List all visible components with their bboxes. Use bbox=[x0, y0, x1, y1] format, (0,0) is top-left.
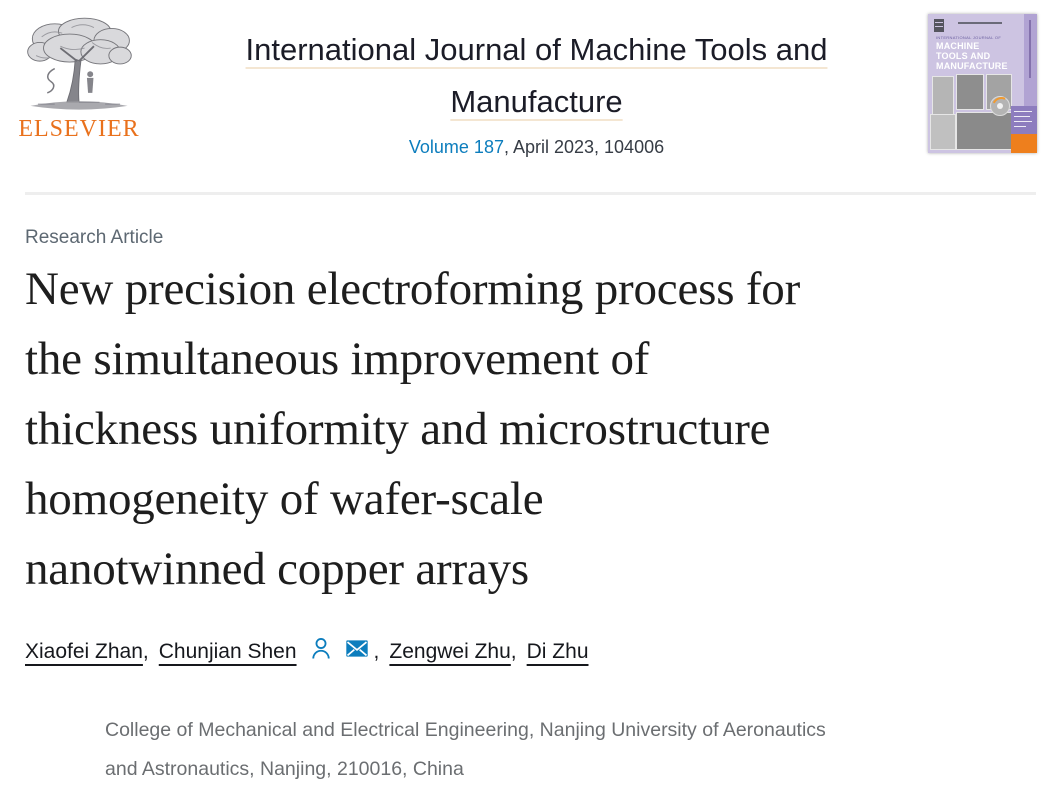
author-link[interactable]: Chunjian Shen bbox=[158, 639, 297, 663]
elsevier-logo-link[interactable]: ELSEVIER bbox=[18, 12, 140, 143]
correspondence-email-button[interactable] bbox=[345, 639, 369, 664]
elsevier-tree-icon bbox=[18, 12, 140, 114]
person-icon bbox=[311, 636, 331, 667]
header-divider bbox=[25, 192, 1036, 195]
article-title: New precision electroforming process for… bbox=[25, 263, 801, 595]
cover-header-textbar bbox=[958, 22, 1002, 24]
journal-title-line-1: International Journal of Machine Tools a… bbox=[245, 32, 828, 67]
cover-elsevier-mini-logo-icon bbox=[934, 19, 944, 32]
cover-disc-icon bbox=[990, 96, 1010, 116]
cover-collage-image bbox=[932, 76, 954, 118]
author-profile-button[interactable] bbox=[311, 636, 331, 667]
cover-kicker-text: INTERNATIONAL JOURNAL OF bbox=[936, 35, 1002, 40]
cover-journal-title: MACHINE TOOLS AND MANUFACTURE bbox=[936, 41, 1008, 71]
cover-side-strip bbox=[1024, 14, 1037, 106]
cover-collage-image bbox=[956, 74, 984, 110]
author-link[interactable]: Zengwei Zhu bbox=[389, 639, 511, 663]
cover-orange-block bbox=[1011, 134, 1037, 153]
article-type-label: Research Article bbox=[25, 227, 164, 248]
envelope-icon bbox=[345, 639, 369, 664]
elsevier-wordmark: ELSEVIER bbox=[18, 116, 140, 142]
journal-title-link[interactable]: International Journal of Machine Tools a… bbox=[162, 24, 911, 128]
citation-line: Volume 187, April 2023, 104006 bbox=[162, 137, 911, 158]
volume-link[interactable]: Volume 187 bbox=[408, 137, 504, 157]
affiliation: College of Mechanical and Electrical Eng… bbox=[105, 719, 826, 780]
cover-info-block bbox=[1011, 106, 1037, 134]
author-separator: , bbox=[142, 639, 149, 663]
author-link[interactable]: Xiaofei Zhan bbox=[25, 639, 143, 663]
journal-cover-thumbnail[interactable]: INTERNATIONAL JOURNAL OF MACHINE TOOLS A… bbox=[928, 14, 1037, 153]
citation-rest: , April 2023, 104006 bbox=[503, 137, 665, 157]
author-list: Xiaofei Zhan, Chunjian Shen , Zengwe bbox=[25, 636, 1036, 667]
article-main: Research Article New precision electrofo… bbox=[0, 227, 1061, 789]
article-header: ELSEVIER International Journal of Machin… bbox=[0, 0, 1061, 192]
author-separator: , bbox=[510, 639, 517, 663]
cover-collage-image bbox=[930, 114, 956, 150]
cover-collage-image bbox=[956, 112, 1018, 150]
journal-title-line-2: Manufacture bbox=[450, 84, 623, 119]
author-separator: , bbox=[373, 639, 380, 663]
author-link[interactable]: Di Zhu bbox=[526, 639, 589, 663]
journal-header: International Journal of Machine Tools a… bbox=[162, 24, 911, 158]
